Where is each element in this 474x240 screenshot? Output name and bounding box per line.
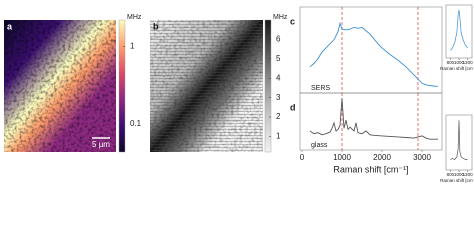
- colorbar-tick-label: 6: [276, 35, 281, 44]
- series-annotation: SERS: [311, 85, 330, 92]
- x-tick-label: 1000: [333, 153, 351, 162]
- x-axis-label: Raman shift [cm⁻¹]: [440, 66, 474, 71]
- panel-label: b: [153, 21, 159, 31]
- colorbar-unit: MHz: [127, 14, 142, 21]
- panel-label: c: [290, 16, 295, 26]
- image-noise: [4, 20, 116, 152]
- x-tick-label: 2000: [373, 153, 391, 162]
- spectrum-line: [309, 21, 439, 87]
- plot-frame: [299, 6, 443, 94]
- colorbar-tick-label: 2: [276, 112, 281, 121]
- colorbar-unit: MHz: [273, 14, 288, 21]
- panel-label: d: [290, 102, 296, 112]
- x-tick-label: 800: [447, 172, 455, 177]
- image-noise: [150, 20, 263, 152]
- panel-label: a: [7, 21, 13, 31]
- x-axis-label: Raman shift [cm⁻¹]: [333, 164, 408, 174]
- plot-frame: [299, 92, 443, 151]
- colorbar-tick-label: 4: [276, 73, 281, 82]
- colorbar-tick-label: 0.1: [130, 119, 142, 128]
- scale-bar-label: 5 µm: [92, 140, 110, 149]
- x-tick-label: 0: [300, 153, 305, 162]
- x-tick-label: 1200: [463, 172, 474, 177]
- spectrum-line: [450, 9, 468, 51]
- x-tick-label: 3000: [413, 153, 431, 162]
- colorbar: [264, 19, 272, 153]
- x-axis-label: Raman shift [cm⁻¹]: [440, 178, 474, 183]
- spectrum-line: [450, 120, 468, 160]
- series-annotation: glass: [311, 142, 328, 149]
- colorbar-tick-label: 1: [276, 132, 281, 141]
- x-tick-label: 1200: [463, 60, 474, 65]
- spectrum-line: [309, 98, 438, 140]
- x-tick-label: 1000: [454, 60, 465, 65]
- colorbar-tick-label: 5: [276, 54, 281, 63]
- x-tick-label: 1000: [454, 172, 465, 177]
- colorbar-tick-label: 1: [130, 42, 135, 51]
- x-tick-label: 800: [447, 60, 455, 65]
- colorbar: [118, 19, 126, 153]
- colorbar-tick-label: 3: [276, 93, 281, 102]
